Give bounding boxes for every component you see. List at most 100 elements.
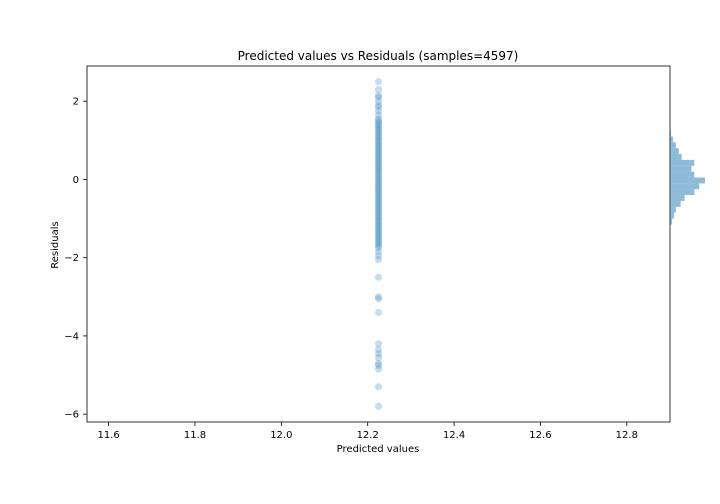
histogram-bar xyxy=(670,136,673,143)
residual-point xyxy=(374,85,383,94)
residual-point xyxy=(374,134,383,142)
residual-point xyxy=(374,218,383,227)
residual-point xyxy=(374,244,383,252)
residual-point xyxy=(374,353,383,362)
residual-point xyxy=(374,173,383,182)
residual-point xyxy=(374,160,383,168)
residual-point xyxy=(374,156,383,164)
residual-point xyxy=(374,101,383,109)
residual-point xyxy=(374,93,383,101)
residual-point xyxy=(374,168,383,176)
residual-point xyxy=(374,103,383,111)
residual-point xyxy=(374,203,383,211)
residual-point xyxy=(374,169,383,178)
residual-point xyxy=(374,126,383,135)
x-tick-label: 11.8 xyxy=(184,430,206,441)
residual-point xyxy=(374,216,383,225)
histogram-bar xyxy=(670,183,700,190)
residual-point xyxy=(374,97,383,105)
x-tick-label: 12.2 xyxy=(357,430,379,441)
residual-point xyxy=(374,123,383,131)
x-tick-label: 12.8 xyxy=(616,430,638,441)
residual-point xyxy=(374,158,383,166)
residual-point xyxy=(374,179,383,187)
x-tick-label: 11.6 xyxy=(97,430,119,441)
residual-point xyxy=(374,201,383,209)
residual-point xyxy=(374,226,383,234)
y-tick-label: 0 xyxy=(73,175,79,186)
residual-point xyxy=(374,195,383,203)
residual-point xyxy=(374,213,383,221)
residual-point xyxy=(374,224,383,232)
histogram-bar xyxy=(670,148,679,155)
x-axis-label: Predicted values xyxy=(337,444,420,455)
residual-point xyxy=(374,252,383,260)
residual-point xyxy=(374,150,383,158)
residual-point xyxy=(374,78,383,86)
histogram-bar xyxy=(670,165,692,172)
residual-point xyxy=(374,242,383,250)
residual-point xyxy=(374,175,383,184)
residual-point xyxy=(374,91,383,99)
y-tick-label: −2 xyxy=(64,253,79,264)
residual-point xyxy=(374,119,383,127)
x-axis: 11.6 11.8 12.0 12.2 12.4 12.6 12.8 xyxy=(97,422,638,441)
residual-point xyxy=(374,209,383,217)
y-tick-label: −6 xyxy=(64,410,79,421)
histogram-bar xyxy=(670,212,674,219)
residual-point xyxy=(374,383,383,391)
residual-point xyxy=(374,273,383,281)
residual-point xyxy=(374,181,383,189)
residual-point xyxy=(374,402,383,410)
residual-point xyxy=(374,171,383,180)
residual-point xyxy=(374,164,383,172)
residual-point xyxy=(374,205,383,213)
residual-point xyxy=(374,228,383,236)
histogram-bar xyxy=(670,171,695,178)
residual-point xyxy=(374,295,383,303)
residual-point xyxy=(374,346,383,354)
residual-point xyxy=(374,191,383,199)
residual-point xyxy=(374,154,383,162)
residual-point xyxy=(374,117,383,125)
residual-point xyxy=(374,207,383,215)
histogram-bar xyxy=(670,206,676,213)
residual-point xyxy=(374,308,383,317)
residual-point xyxy=(374,130,383,139)
histogram-bar xyxy=(670,177,705,184)
residual-point xyxy=(374,214,383,223)
residual-point xyxy=(374,121,383,129)
residual-point xyxy=(374,293,383,301)
histogram-bar xyxy=(670,195,685,201)
y-tick-label: −4 xyxy=(64,331,79,342)
residual-point xyxy=(374,361,383,369)
residual-point xyxy=(374,365,383,373)
residual-point xyxy=(374,128,383,137)
residual-point xyxy=(374,193,383,201)
residual-point xyxy=(374,211,383,219)
residual-point xyxy=(374,177,383,186)
histogram-bar xyxy=(670,142,676,149)
residual-point xyxy=(374,187,383,195)
residual-point xyxy=(374,236,383,244)
residual-point xyxy=(374,124,383,133)
residual-point xyxy=(374,183,383,191)
residual-point xyxy=(374,138,383,146)
residual-point xyxy=(374,340,383,348)
histogram-bar xyxy=(670,218,672,225)
residual-point xyxy=(374,197,383,205)
residual-point xyxy=(374,349,383,358)
residual-point xyxy=(374,199,383,207)
residual-point xyxy=(374,185,383,193)
histogram-bar xyxy=(670,159,695,166)
y-tick-label: 2 xyxy=(73,97,79,108)
residual-point xyxy=(374,146,383,154)
residual-point xyxy=(374,222,383,230)
histogram-bar xyxy=(670,154,682,160)
chart-title: Predicted values vs Residuals (samples=4… xyxy=(238,49,519,63)
x-tick-label: 12.6 xyxy=(529,430,551,441)
residual-point xyxy=(374,140,383,148)
residual-point xyxy=(374,234,383,242)
residual-point xyxy=(374,148,383,156)
